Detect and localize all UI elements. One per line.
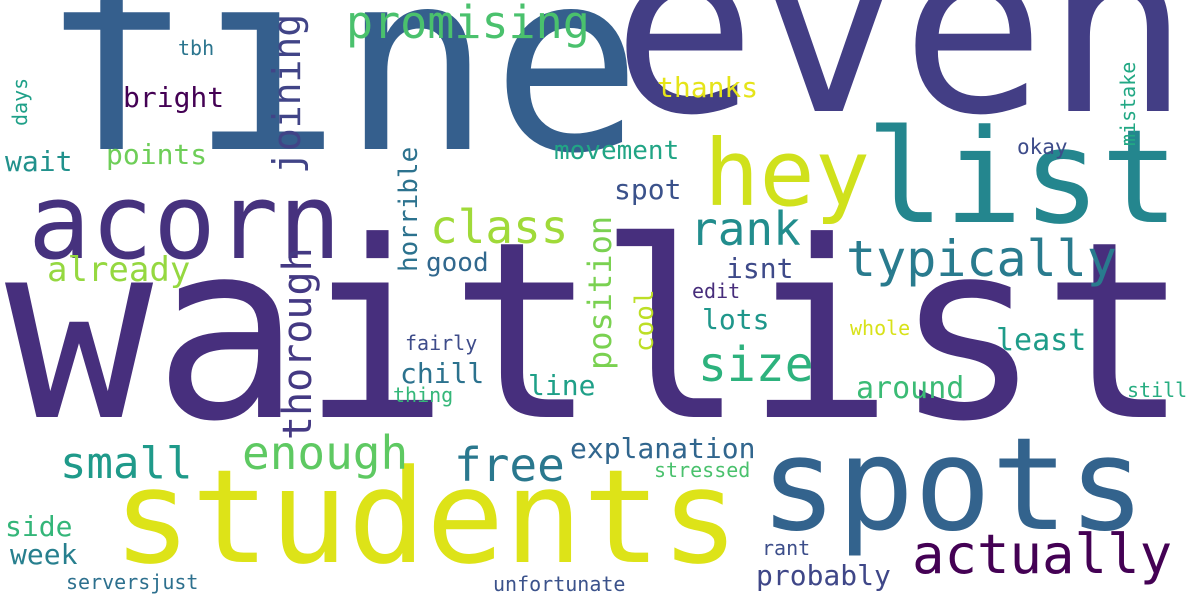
word-rank: rank	[690, 202, 801, 256]
word-bright: bright	[123, 81, 225, 114]
word-promising: promising	[346, 0, 590, 49]
word-explanation: explanation	[570, 432, 756, 465]
word-typically: typically	[846, 230, 1117, 288]
word-enough: enough	[242, 426, 409, 480]
word-isnt: isnt	[726, 252, 794, 285]
word-around: around	[856, 371, 965, 406]
word-waitlist: waitlist	[5, 190, 1190, 476]
word-line: line	[528, 369, 596, 402]
word-unfortunate: unfortunate	[493, 572, 626, 596]
word-serversjust: serversjust	[66, 570, 199, 594]
word-wait: wait	[5, 145, 73, 178]
word-good: good	[426, 248, 489, 278]
word-least: least	[996, 323, 1087, 358]
word-thorough: thorough	[275, 247, 321, 440]
word-cool: cool	[630, 289, 660, 352]
word-edit: edit	[692, 279, 741, 303]
word-mistake: mistake	[1116, 61, 1140, 146]
word-chill: chill	[400, 357, 485, 390]
word-small: small	[60, 438, 193, 489]
word-spots: spots	[760, 411, 1146, 560]
word-spot: spot	[614, 173, 682, 206]
word-lots: lots	[702, 303, 770, 336]
word-size: size	[698, 337, 814, 393]
word-points: points	[106, 138, 208, 171]
word-hey: hey	[704, 120, 871, 227]
word-okay: okay	[1017, 135, 1068, 159]
word-thanks: thanks	[657, 71, 759, 104]
word-even: even	[612, 0, 1190, 168]
word-whole: whole	[850, 316, 911, 340]
word-list: list	[866, 101, 1180, 253]
word-joining: joining	[265, 13, 309, 174]
word-stressed: stressed	[654, 458, 751, 482]
word-horrible: horrible	[394, 146, 424, 272]
word-thing: thing	[393, 383, 454, 407]
word-days: days	[8, 77, 32, 126]
word-movement: movement	[554, 136, 680, 166]
word-position: position	[581, 215, 619, 370]
word-still: still	[1127, 378, 1188, 402]
word-students: students	[113, 441, 740, 593]
word-fine: fine	[40, 0, 643, 208]
word-free: free	[454, 438, 565, 492]
word-tbh: tbh	[178, 36, 215, 60]
word-rant: rant	[762, 536, 811, 560]
word-actually: actually	[912, 523, 1173, 586]
word-already: already	[47, 250, 191, 290]
word-side: side	[5, 510, 73, 543]
word-fairly: fairly	[405, 331, 478, 355]
word-probably: probably	[756, 559, 891, 592]
word-acorn: acorn	[28, 161, 342, 283]
word-class: class	[430, 200, 569, 254]
word-week: week	[10, 538, 78, 571]
